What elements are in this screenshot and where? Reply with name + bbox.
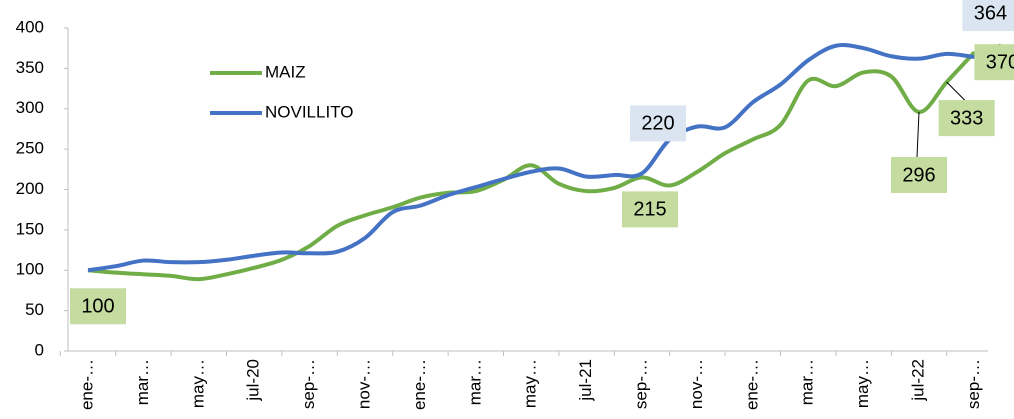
data-label-box bbox=[962, 0, 1014, 32]
data-label: 370 bbox=[986, 52, 1014, 74]
data-label: 333 bbox=[950, 107, 983, 129]
x-tick-label: ene-… bbox=[742, 359, 761, 410]
y-tick-label: 200 bbox=[16, 179, 44, 198]
leader-line bbox=[946, 81, 966, 101]
legend-label: NOVILLITO bbox=[265, 102, 354, 121]
y-tick-label: 350 bbox=[16, 58, 44, 77]
x-tick-label: nov-… bbox=[687, 359, 706, 409]
legend-label: MAIZ bbox=[265, 62, 306, 81]
x-tick-label: jul-20 bbox=[244, 359, 263, 402]
x-tick-label: may… bbox=[853, 359, 872, 408]
y-tick-label: 100 bbox=[16, 260, 44, 279]
x-tick-label: may… bbox=[188, 359, 207, 408]
data-label-box bbox=[891, 156, 947, 193]
data-label-box bbox=[974, 44, 1014, 81]
y-tick-label: 0 bbox=[35, 340, 44, 359]
x-tick-label: sep-… bbox=[299, 359, 318, 409]
leader-line bbox=[916, 111, 920, 158]
y-tick-label: 300 bbox=[16, 98, 44, 117]
data-label: 100 bbox=[81, 296, 114, 318]
x-tick-label: sep-… bbox=[631, 359, 650, 409]
y-tick-label: 50 bbox=[25, 300, 44, 319]
x-tick-label: jul-22 bbox=[908, 359, 927, 402]
x-tick-label: mar… bbox=[798, 359, 817, 405]
data-label-box bbox=[938, 100, 995, 137]
data-label-box bbox=[622, 191, 678, 228]
y-tick-label: 400 bbox=[16, 17, 44, 36]
x-tick-label: jul-21 bbox=[576, 359, 595, 402]
series-line bbox=[87, 43, 975, 273]
series-line bbox=[87, 50, 976, 282]
data-label: 364 bbox=[974, 2, 1007, 24]
data-label: 296 bbox=[902, 164, 935, 186]
data-label: 215 bbox=[633, 199, 666, 221]
x-tick-label: may… bbox=[521, 359, 540, 408]
data-label-box bbox=[70, 288, 126, 325]
y-tick-label: 150 bbox=[16, 219, 44, 238]
x-tick-label: ene-… bbox=[410, 359, 429, 410]
x-tick-label: mar… bbox=[465, 359, 484, 405]
x-tick-label: nov-… bbox=[354, 359, 373, 409]
data-label-box bbox=[630, 105, 686, 142]
data-label: 220 bbox=[641, 113, 674, 135]
x-tick-label: sep-… bbox=[964, 359, 983, 409]
x-tick-label: ene-… bbox=[77, 359, 96, 410]
y-tick-label: 250 bbox=[16, 139, 44, 158]
x-tick-label: mar… bbox=[133, 359, 152, 405]
